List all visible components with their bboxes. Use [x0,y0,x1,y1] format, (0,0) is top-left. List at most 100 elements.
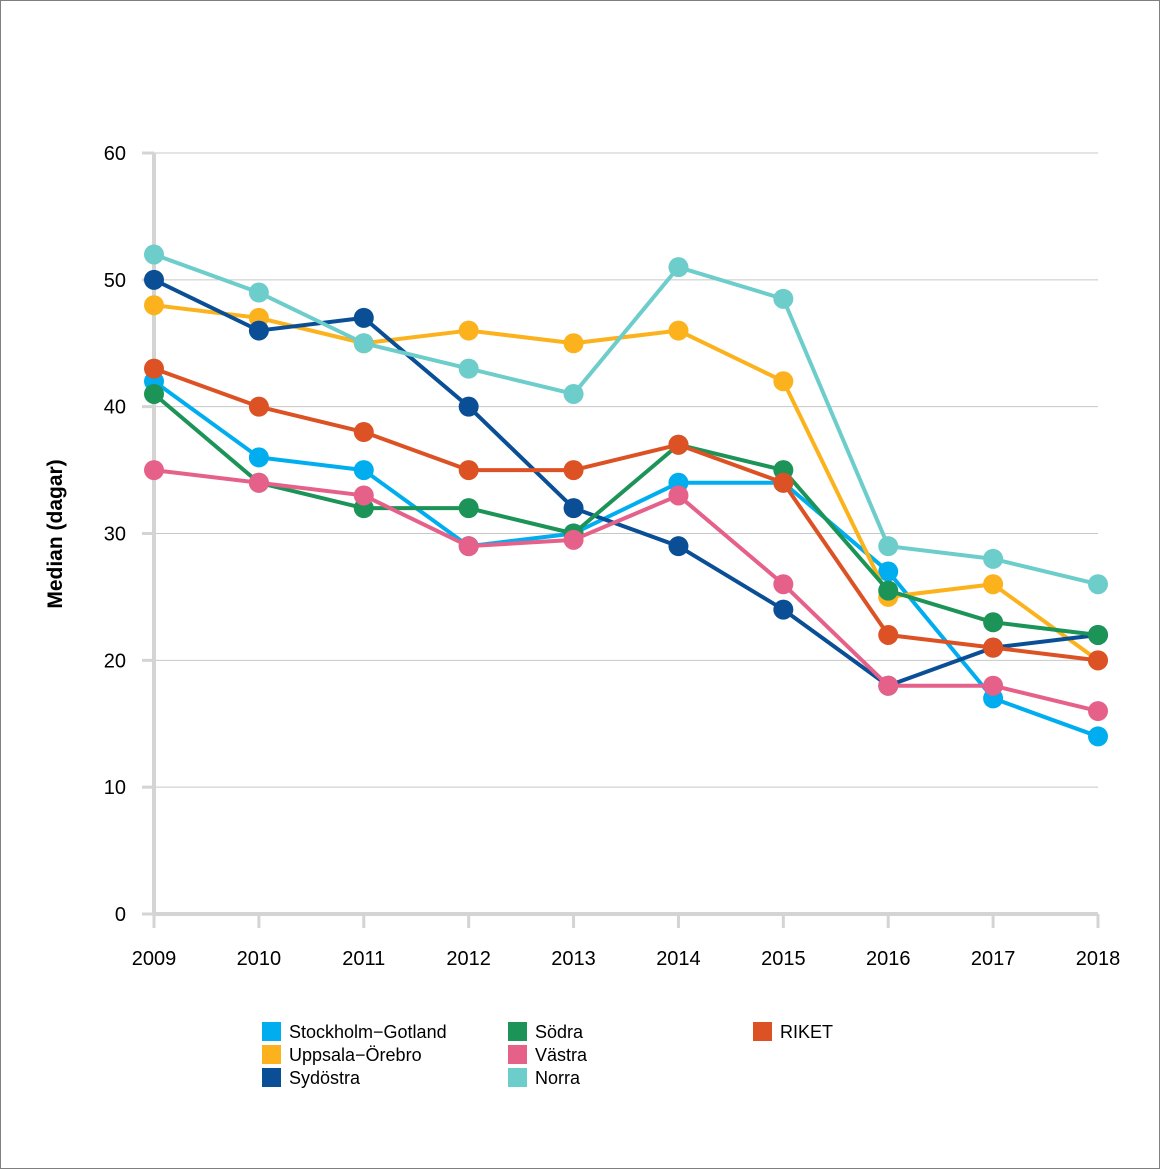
x-tick-label: 2010 [237,948,282,970]
legend-label: Västra [535,1045,588,1065]
data-point-riket [563,460,584,481]
data-point-uppsala-orebro [773,371,794,392]
x-tick-label: 2013 [551,948,596,970]
x-tick-label: 2016 [866,948,911,970]
data-point-norra [878,536,899,557]
y-tick-label: 30 [104,524,126,546]
data-point-vastra [353,485,374,506]
y-axis-title: Median (dagar) [44,459,67,608]
series-group [144,244,1108,747]
data-point-sydostra [668,536,689,557]
y-tick-label: 60 [104,143,126,165]
data-point-sydostra [458,396,479,417]
legend-label: Norra [535,1068,581,1088]
data-point-vastra [1088,701,1108,722]
data-point-vastra [144,460,164,481]
data-point-stockholm-gotland [353,460,374,481]
legend-swatch [262,1022,281,1041]
y-tick-label: 40 [104,397,126,419]
legend-swatch [262,1068,281,1087]
data-point-riket [878,624,899,645]
data-point-riket [248,396,269,417]
data-point-uppsala-orebro [668,320,689,341]
legend-item: Stockholm−Gotland [262,1022,447,1042]
y-axis-ticks: 0 10 20 30 40 50 60 [104,143,154,926]
data-point-norra [144,244,164,265]
data-point-vastra [773,574,794,595]
x-axis-ticks: 2009 2010 2011 2012 2013 2014 2015 2016 2017 2018 [132,914,1121,970]
x-tick-label: 2009 [132,948,177,970]
legend-item: Sydöstra [262,1068,361,1088]
gridlines [154,152,1098,788]
data-point-vastra [458,536,479,557]
data-point-norra [773,288,794,309]
series-sodra [144,383,1108,645]
legend-item: RIKET [753,1022,833,1042]
x-tick-label: 2012 [446,948,491,970]
data-point-norra [1088,574,1108,595]
legend-swatch [508,1068,527,1087]
data-point-riket [353,422,374,443]
data-point-vastra [668,485,689,506]
data-point-sydostra [248,320,269,341]
series-line-stockholm-gotland [152,379,1099,739]
data-point-norra [668,257,689,278]
series-line-sydostra [153,278,1099,688]
data-point-riket [773,472,794,493]
legend-item: Västra [508,1045,588,1065]
data-point-sodra [878,580,899,601]
series-line-uppsala-orebro [153,303,1100,662]
data-point-vastra [878,675,899,696]
data-point-sydostra [563,498,584,519]
series-line-riket [153,366,1099,663]
data-point-sodra [1088,624,1108,645]
data-point-sodra [144,383,164,404]
data-point-uppsala-orebro [144,295,164,316]
legend-item: Uppsala−Örebro [262,1045,422,1065]
y-tick-label: 10 [104,777,126,799]
legend-label: Sydöstra [289,1068,361,1088]
legend: Stockholm−Gotland Uppsala−Örebro Sydöstra S… [262,1022,833,1088]
data-point-norra [563,383,584,404]
data-point-riket [668,434,689,455]
series-sydostra [144,269,1108,696]
data-point-uppsala-orebro [458,320,479,341]
data-point-norra [248,282,269,303]
legend-swatch [508,1045,527,1064]
data-point-stockholm-gotland [1088,726,1108,747]
legend-item: Norra [508,1068,581,1088]
legend-label: Södra [535,1022,584,1042]
legend-label: Stockholm−Gotland [289,1022,447,1042]
data-point-norra [353,333,374,354]
data-point-norra [983,548,1004,569]
legend-label: Uppsala−Örebro [289,1045,422,1065]
series-stockholm-gotland [144,371,1108,747]
data-point-vastra [563,529,584,550]
legend-swatch [753,1022,772,1041]
y-tick-label: 20 [104,650,126,672]
series-line-sodra [152,392,1099,637]
series-line-vastra [153,468,1099,714]
x-tick-label: 2018 [1076,948,1121,970]
legend-swatch [508,1022,527,1041]
data-point-vastra [983,675,1004,696]
data-point-stockholm-gotland [248,447,269,468]
data-point-vastra [248,472,269,493]
data-point-riket [144,358,164,379]
x-tick-label: 2011 [342,948,385,970]
series-riket [144,358,1108,671]
series-vastra [144,460,1108,722]
legend-swatch [262,1045,281,1064]
data-point-sydostra [773,599,794,620]
data-point-uppsala-orebro [983,574,1004,595]
x-tick-label: 2017 [971,948,1016,970]
data-point-uppsala-orebro [563,333,584,354]
data-point-sodra [458,498,479,519]
data-point-norra [458,358,479,379]
data-point-sydostra [144,269,164,290]
legend-item: Södra [508,1022,584,1042]
data-point-sydostra [353,307,374,328]
data-point-stockholm-gotland [878,561,899,582]
